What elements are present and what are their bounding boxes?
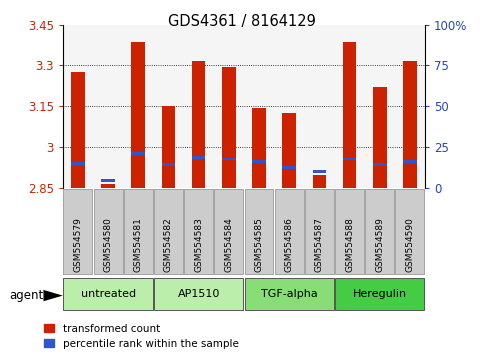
Bar: [373, 87, 386, 188]
Bar: [71, 72, 85, 188]
Bar: [283, 166, 296, 169]
FancyBboxPatch shape: [305, 189, 334, 274]
Text: agent: agent: [10, 289, 44, 302]
Bar: [252, 160, 266, 163]
Bar: [162, 163, 175, 166]
FancyBboxPatch shape: [184, 189, 213, 274]
Bar: [403, 62, 417, 188]
FancyBboxPatch shape: [275, 189, 304, 274]
Text: GSM554580: GSM554580: [103, 217, 113, 272]
Text: Heregulin: Heregulin: [353, 289, 407, 299]
Bar: [343, 42, 356, 188]
Bar: [222, 158, 236, 160]
FancyBboxPatch shape: [335, 278, 425, 310]
Text: GSM554582: GSM554582: [164, 217, 173, 272]
Legend: transformed count, percentile rank within the sample: transformed count, percentile rank withi…: [44, 324, 239, 349]
Text: GSM554590: GSM554590: [405, 217, 414, 272]
Text: GDS4361 / 8164129: GDS4361 / 8164129: [168, 14, 315, 29]
Bar: [71, 162, 85, 165]
Bar: [192, 62, 205, 188]
FancyBboxPatch shape: [154, 189, 183, 274]
Bar: [313, 170, 326, 173]
Text: untreated: untreated: [81, 289, 136, 299]
Text: GSM554581: GSM554581: [134, 217, 143, 272]
FancyBboxPatch shape: [124, 189, 153, 274]
Text: AP1510: AP1510: [177, 289, 220, 299]
FancyBboxPatch shape: [214, 189, 243, 274]
FancyBboxPatch shape: [244, 189, 273, 274]
Text: GSM554586: GSM554586: [284, 217, 294, 272]
Bar: [101, 179, 115, 182]
Text: GSM554584: GSM554584: [224, 217, 233, 272]
Text: GSM554587: GSM554587: [315, 217, 324, 272]
Bar: [192, 156, 205, 159]
Bar: [131, 152, 145, 155]
Bar: [162, 106, 175, 188]
Bar: [131, 42, 145, 188]
FancyBboxPatch shape: [94, 189, 123, 274]
Text: GSM554588: GSM554588: [345, 217, 354, 272]
Bar: [313, 176, 326, 188]
Bar: [403, 160, 417, 163]
Bar: [222, 67, 236, 188]
Text: TGF-alpha: TGF-alpha: [261, 289, 317, 299]
Text: GSM554583: GSM554583: [194, 217, 203, 272]
FancyBboxPatch shape: [63, 278, 153, 310]
Text: GSM554589: GSM554589: [375, 217, 384, 272]
Text: GSM554579: GSM554579: [73, 217, 83, 272]
Bar: [343, 158, 356, 160]
Bar: [283, 113, 296, 188]
Text: GSM554585: GSM554585: [255, 217, 264, 272]
Bar: [101, 183, 115, 188]
Bar: [252, 108, 266, 188]
Polygon shape: [43, 290, 63, 301]
FancyBboxPatch shape: [63, 189, 92, 274]
FancyBboxPatch shape: [396, 189, 425, 274]
FancyBboxPatch shape: [244, 278, 334, 310]
FancyBboxPatch shape: [365, 189, 394, 274]
FancyBboxPatch shape: [335, 189, 364, 274]
FancyBboxPatch shape: [154, 278, 243, 310]
Bar: [373, 163, 386, 166]
